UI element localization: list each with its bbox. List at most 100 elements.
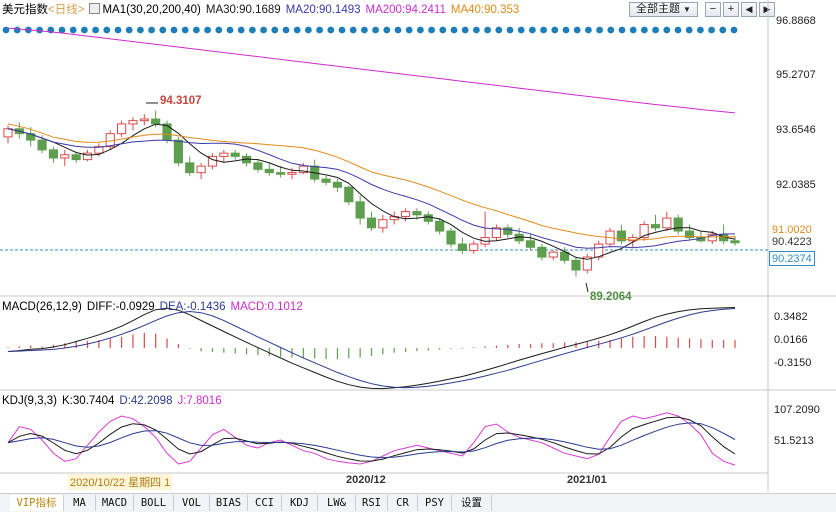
price-tick: 93.6546 xyxy=(776,124,816,136)
tab-ma[interactable]: MA xyxy=(64,495,96,511)
event-dot xyxy=(685,26,693,34)
tab-cci[interactable]: CCI xyxy=(248,495,282,511)
period-label[interactable]: <日线> xyxy=(48,4,85,16)
current-price-label: 90.2374 xyxy=(769,251,815,266)
event-dot xyxy=(137,26,144,34)
candle-up xyxy=(117,123,127,135)
candle-up xyxy=(128,120,138,125)
event-dot xyxy=(282,26,290,34)
candle-down xyxy=(457,243,467,252)
ma200-value: MA200:94.2411 xyxy=(365,4,446,16)
tab-lw[interactable]: LW& xyxy=(318,495,356,511)
candle-up xyxy=(196,165,206,174)
tab-kdj[interactable]: KDJ xyxy=(282,495,318,511)
x-tick-dec: 2020/12 xyxy=(346,474,386,486)
event-dot xyxy=(260,26,267,34)
event-dot xyxy=(305,26,312,34)
candle-down xyxy=(650,224,661,229)
price-tick: 92.0385 xyxy=(776,179,816,191)
macd-tick: -0.3150 xyxy=(774,357,812,369)
macd-indicator xyxy=(7,307,736,390)
candle-up xyxy=(548,251,558,258)
event-dot xyxy=(663,26,671,34)
event-dot xyxy=(204,26,212,34)
macd-dea-line xyxy=(7,308,736,389)
event-dot xyxy=(372,26,379,34)
candle-down xyxy=(162,123,172,141)
scroll-left-button[interactable]: ◀ xyxy=(741,2,757,17)
event-dot xyxy=(697,26,704,34)
candles xyxy=(3,110,740,277)
tab-boll[interactable]: BOLL xyxy=(134,495,174,511)
candle-down xyxy=(321,178,331,183)
event-dot xyxy=(585,26,592,34)
macd-legend: MACD(26,12,9) DIFF:-0.0929 DEA:-0.1436 MACD… xyxy=(2,298,308,316)
event-dot xyxy=(383,26,391,34)
kdj-tick: 51.5213 xyxy=(774,435,814,447)
event-dot xyxy=(674,26,682,34)
candle-down xyxy=(185,162,195,174)
macd-title: MACD(26,12,9) xyxy=(2,301,82,313)
event-dot xyxy=(58,26,66,34)
event-dot xyxy=(405,26,413,34)
crosshair-date-label: 2020/10/22 星期四 1 xyxy=(68,474,173,490)
event-dot xyxy=(473,26,480,34)
plus-button[interactable]: + xyxy=(723,2,739,17)
event-dot xyxy=(170,26,178,34)
event-dot xyxy=(148,26,156,34)
candle-up xyxy=(60,154,70,159)
candle-down xyxy=(355,201,365,219)
event-dot xyxy=(607,26,615,34)
tab-vip[interactable]: VIP指标 xyxy=(10,495,64,511)
candle-down xyxy=(264,168,274,174)
scroll-right-button[interactable]: ▶ xyxy=(759,2,775,17)
low-marker-line xyxy=(585,282,589,293)
event-dot xyxy=(69,26,77,34)
candle-up xyxy=(82,152,93,161)
candle-up xyxy=(707,233,717,242)
tab-psy[interactable]: PSY xyxy=(418,495,452,511)
candle-down xyxy=(276,172,286,175)
chevron-down-icon: ▼ xyxy=(683,5,691,14)
candle-up xyxy=(219,152,229,157)
tab-macd[interactable]: MACD xyxy=(96,495,134,511)
event-dot xyxy=(517,26,525,34)
event-dot xyxy=(92,26,99,34)
event-dot xyxy=(237,26,245,34)
theme-select[interactable]: 全部主题 ▼ xyxy=(629,2,698,17)
event-dot xyxy=(293,26,301,34)
candle-up xyxy=(469,243,479,252)
event-dot xyxy=(249,26,256,34)
kdj-d-line xyxy=(7,422,736,459)
moving-averages xyxy=(7,27,736,260)
event-dot xyxy=(540,26,547,34)
macd-diff-line xyxy=(7,307,736,390)
candle-up xyxy=(207,155,218,167)
chart-legend: 美元指数<日线> MA1(30,20,200,40) MA30:90.1689 MA2… xyxy=(2,1,524,19)
event-dot xyxy=(125,26,133,34)
event-dot xyxy=(730,26,738,34)
tab-rsi[interactable]: RSI xyxy=(356,495,388,511)
kdj-d: D:42.2098 xyxy=(119,395,173,407)
indicator-tab-bar: VIP指标 MA MACD BOLL VOL BIAS CCI KDJ LW& … xyxy=(0,493,836,512)
minus-button[interactable]: − xyxy=(705,2,721,17)
candle-down xyxy=(253,162,263,170)
ma20-value: MA20:90.1493 xyxy=(285,4,361,16)
kdj-k: K:30.7404 xyxy=(61,395,115,407)
tab-bias[interactable]: BIAS xyxy=(210,495,248,511)
ma40-price-tick: 91.0020 xyxy=(772,224,812,236)
event-dot xyxy=(215,26,223,34)
tab-cr[interactable]: CR xyxy=(388,495,418,511)
event-dot xyxy=(271,26,279,34)
high-annotation: 94.3107 xyxy=(160,95,202,107)
tab-settings[interactable]: 设置 xyxy=(452,495,492,511)
event-dot xyxy=(719,26,727,34)
tab-vol[interactable]: VOL xyxy=(174,495,210,511)
candle-up xyxy=(298,165,308,174)
candle-up xyxy=(400,211,411,217)
event-dot xyxy=(461,26,469,34)
candle-down xyxy=(26,133,36,141)
candle-up xyxy=(378,219,388,229)
candle-up xyxy=(639,224,649,239)
chart-canvas[interactable] xyxy=(0,0,836,493)
